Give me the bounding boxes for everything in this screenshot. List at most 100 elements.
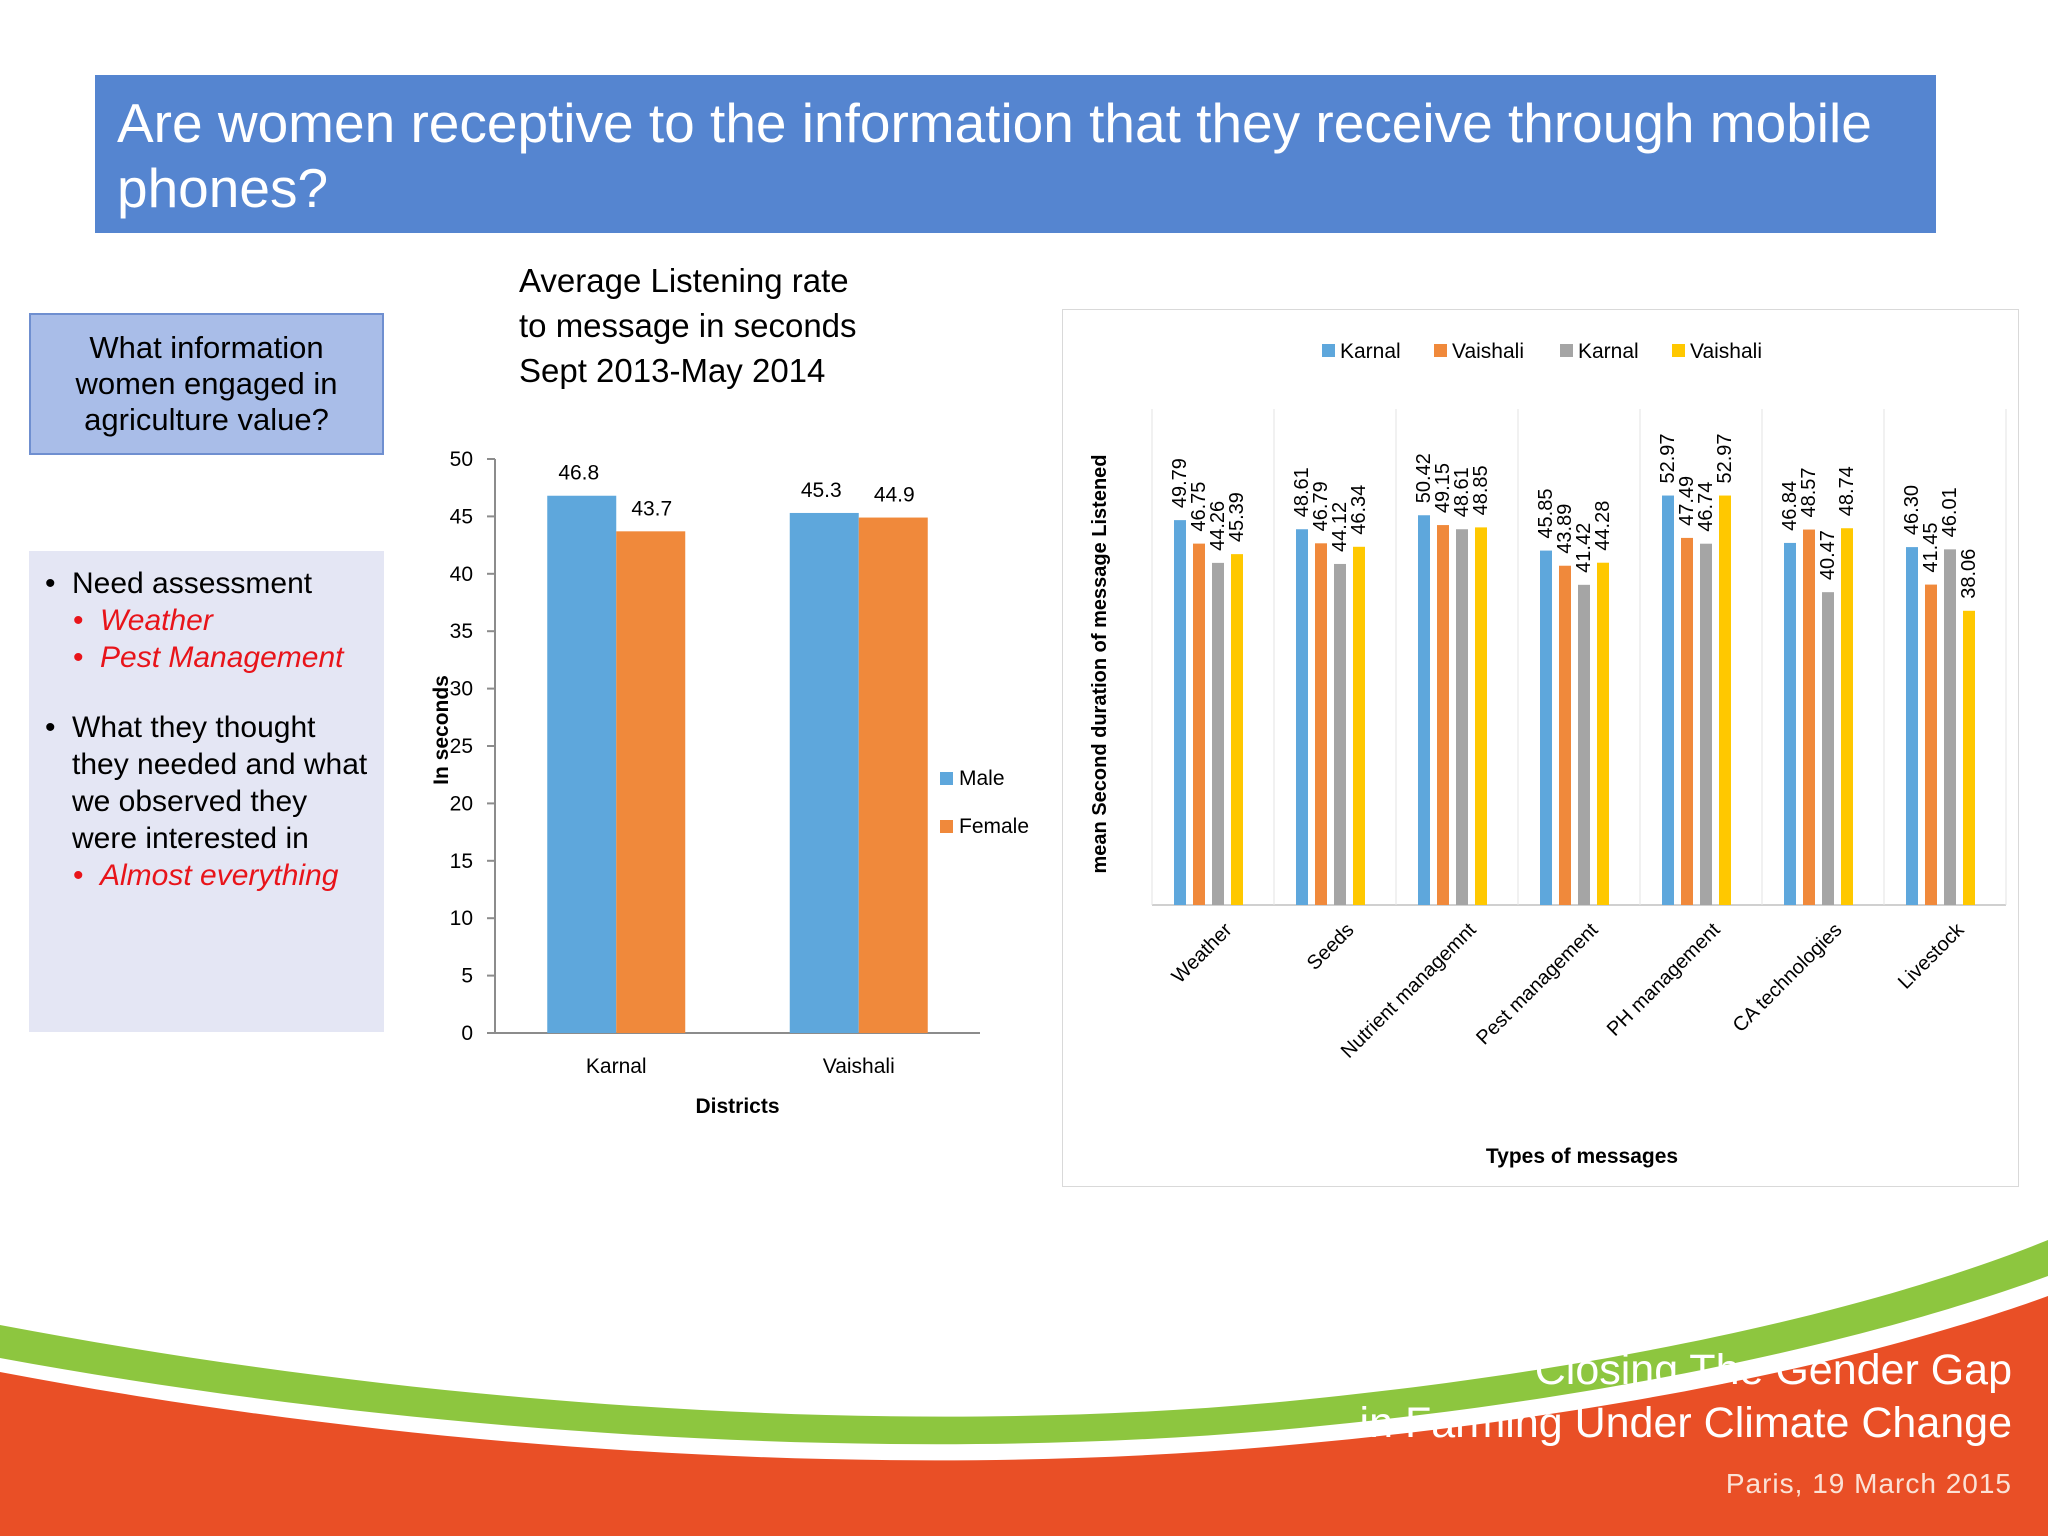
chart2-x-tick-label: PH management — [1603, 919, 1725, 1041]
chart1-y-tick-label: 10 — [450, 907, 473, 930]
chart2-x-tick-label: Pest management — [1472, 919, 1603, 1050]
chart2-legend-label: Karnal — [1578, 340, 1639, 363]
chart2-bar-series-3 — [1334, 563, 1346, 905]
bullet-need-assessment: Need assessment — [45, 565, 374, 602]
chart1-bar-female — [858, 517, 928, 1033]
chart2-frame — [1062, 309, 2019, 1187]
chart2-data-label: 46.34 — [1348, 485, 1370, 535]
chart2-bar-series-2 — [1925, 584, 1937, 905]
chart2-bar-series-4 — [1963, 610, 1975, 905]
chart1-data-label: 43.7 — [631, 497, 672, 520]
chart1-x-tick-label: Karnal — [586, 1055, 647, 1078]
chart1-title-line: Average Listening rate — [519, 262, 849, 299]
chart2-x-tick-label: Seeds — [1303, 919, 1359, 975]
sub-bullet-weather: Weather — [45, 602, 374, 639]
chart2-bar-series-4 — [1231, 554, 1243, 905]
chart1-y-tick-label: 35 — [450, 620, 473, 643]
chart2-data-label: 46.74 — [1695, 482, 1717, 532]
chart2-bar-series-4 — [1719, 495, 1731, 905]
chart2-legend-label: Vaishali — [1452, 340, 1524, 363]
chart2-x-tick-label: CA technologies — [1729, 919, 1847, 1037]
chart2-legend-label: Vaishali — [1690, 340, 1762, 363]
chart2-data-label: 49.15 — [1432, 463, 1454, 513]
chart2-bar-series-2 — [1315, 543, 1327, 905]
chart1-data-label: 46.8 — [558, 462, 599, 485]
chart2-bar-series-3 — [1212, 562, 1224, 905]
chart2-data-label: 41.42 — [1573, 523, 1595, 573]
chart2-data-label: 48.74 — [1836, 466, 1858, 516]
chart2-bar-series-1 — [1418, 515, 1430, 905]
chart2-bar-series-3 — [1700, 543, 1712, 905]
chart1-y-tick-label: 5 — [461, 965, 473, 988]
footer-conference-title: Closing The Gender Gap in Farming Under … — [1360, 1344, 2012, 1450]
bullet-panel: Need assessment Weather Pest Management … — [29, 551, 384, 1032]
chart2-bar-series-2 — [1559, 565, 1571, 905]
chart1-legend-swatch — [940, 772, 953, 785]
chart2-bar-series-3 — [1456, 529, 1468, 905]
chart2-bar-series-2 — [1193, 543, 1205, 905]
sub-bullet-pest-management: Pest Management — [45, 639, 374, 676]
chart1-bar-female — [616, 531, 686, 1033]
footer-line1: Closing The Gender Gap — [1534, 1346, 2012, 1394]
chart2-legend-swatch — [1322, 344, 1335, 357]
chart1-y-tick-label: 30 — [450, 678, 473, 701]
chart1-title: Average Listening rate to message in sec… — [519, 258, 857, 393]
chart1-legend-swatch — [940, 820, 953, 833]
chart2-data-label: 48.57 — [1798, 467, 1820, 517]
chart2-bar-series-1 — [1906, 547, 1918, 905]
chart1-title-line: Sept 2013-May 2014 — [519, 352, 826, 389]
bullet-spacer — [45, 676, 374, 709]
chart1-x-axis-title: Districts — [695, 1095, 779, 1118]
swoosh-orange — [0, 1296, 2048, 1536]
chart2-data-label: 45.85 — [1535, 489, 1557, 539]
chart1-y-tick-label: 25 — [450, 735, 473, 758]
chart1-legend-label: Male — [959, 767, 1005, 790]
chart1-y-tick-label: 20 — [450, 792, 473, 815]
chart2-bar-series-3 — [1944, 549, 1956, 905]
chart2-message-type-bar-chart: 49.7946.7544.2645.39Weather48.6146.7944.… — [1089, 340, 2007, 1168]
footer-swoosh-graphic — [0, 1240, 2048, 1536]
chart2-bar-series-4 — [1597, 562, 1609, 905]
chart2-x-axis-title: Types of messages — [1486, 1145, 1678, 1168]
chart1-legend-label: Female — [959, 815, 1029, 838]
chart2-data-label: 48.61 — [1291, 467, 1313, 517]
chart2-data-label: 45.39 — [1226, 492, 1248, 542]
chart2-bar-series-1 — [1174, 520, 1186, 905]
chart1-y-tick-label: 45 — [450, 505, 473, 528]
chart2-data-label: 52.97 — [1714, 433, 1736, 483]
chart2-bar-series-4 — [1353, 546, 1365, 905]
chart2-data-label: 52.97 — [1657, 433, 1679, 483]
chart1-district-bar-chart: 0 5 10 15 20 25 30 35 40 45 50 46.8 43.7 Karnal 45.3 44… — [430, 448, 1029, 1118]
chart2-data-label: 48.85 — [1470, 465, 1492, 515]
chart2-x-tick-label: Weather — [1168, 919, 1237, 988]
chart1-bar-male — [547, 495, 617, 1034]
chart1-y-tick-label: 15 — [450, 850, 473, 873]
chart2-bar-series-3 — [1578, 584, 1590, 905]
chart2-bar-series-2 — [1681, 537, 1693, 905]
chart2-data-label: 50.42 — [1413, 453, 1435, 503]
chart2-bar-series-2 — [1437, 525, 1449, 905]
chart2-bar-series-2 — [1803, 529, 1815, 905]
chart1-y-tick-label: 40 — [450, 563, 473, 586]
chart1-data-label: 45.3 — [801, 479, 842, 502]
chart1-y-axis-title: In seconds — [430, 675, 453, 785]
chart1-bar-male — [789, 512, 859, 1033]
chart2-data-label: 46.75 — [1188, 482, 1210, 532]
chart2-bar-series-1 — [1662, 495, 1674, 905]
chart2-data-label: 41.45 — [1920, 523, 1942, 573]
chart2-bar-series-4 — [1475, 527, 1487, 905]
chart2-data-label: 48.61 — [1451, 467, 1473, 517]
chart1-x-tick-label: Vaishali — [823, 1055, 895, 1078]
chart2-legend-swatch — [1672, 344, 1685, 357]
chart2-data-label: 46.01 — [1939, 487, 1961, 537]
chart2-bar-series-1 — [1784, 542, 1796, 905]
chart2-bar-series-1 — [1296, 529, 1308, 905]
chart1-title-line: to message in seconds — [519, 307, 857, 344]
chart2-data-label: 40.47 — [1817, 530, 1839, 580]
chart2-x-tick-label: Livestock — [1894, 918, 1969, 993]
chart1-data-label: 44.9 — [874, 484, 915, 507]
question-text: What information women engaged in agricu… — [75, 330, 338, 437]
chart2-legend-swatch — [1434, 344, 1447, 357]
chart2-data-label: 38.06 — [1958, 549, 1980, 599]
sub-bullet-almost-everything: Almost everything — [45, 857, 374, 894]
